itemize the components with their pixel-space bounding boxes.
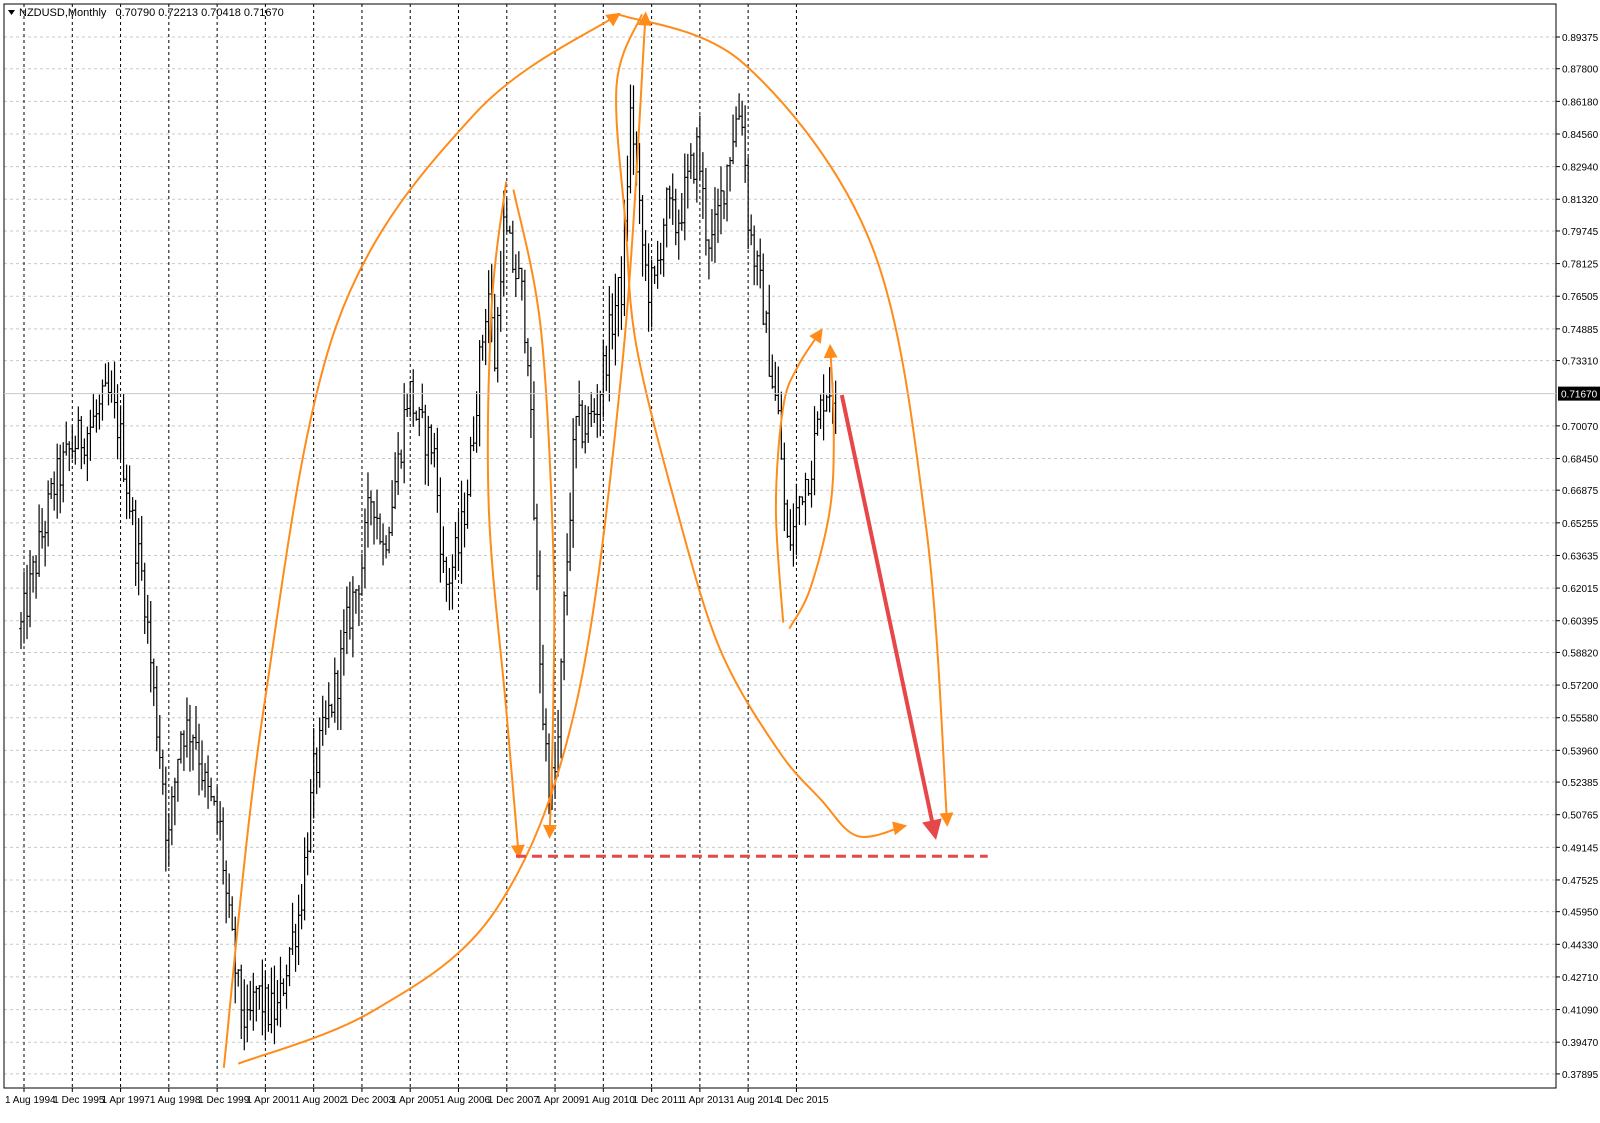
x-tick-label: 1 Dec 1995: [53, 1095, 105, 1106]
x-tick-label: 1 Aug 2014: [729, 1095, 780, 1106]
x-tick-label: 1 Dec 2007: [488, 1095, 540, 1106]
annotation-base-curve-to-2011-peak: [237, 11, 652, 1065]
target-arrow: [839, 394, 942, 841]
annotation-recent-loop-high: [788, 343, 838, 630]
x-tick-label: 1 Aug 1998: [150, 1095, 201, 1106]
x-tick-label: 1 Dec 2015: [777, 1095, 829, 1106]
y-tick-label: 0.60395: [1562, 617, 1599, 628]
annotations: [222, 11, 988, 1068]
x-tick-label: 1 Aug 2010: [584, 1095, 635, 1106]
y-tick-label: 0.76505: [1562, 292, 1599, 303]
y-tick-label: 0.65255: [1562, 519, 1599, 530]
y-tick-label: 0.55580: [1562, 714, 1599, 725]
y-tick-label: 0.87800: [1562, 65, 1599, 76]
chart-header: NZDUSD,Monthly 0.70790 0.72213 0.70418 0…: [8, 7, 284, 19]
dropdown-triangle-icon[interactable]: [8, 10, 15, 15]
y-tick-label: 0.37895: [1562, 1070, 1599, 1081]
y-tick-label: 0.45950: [1562, 908, 1599, 919]
y-tick-label: 0.73310: [1562, 357, 1599, 368]
y-tick-label: 0.49145: [1562, 843, 1599, 854]
y-tick-label: 0.66875: [1562, 486, 1599, 497]
x-tick-label: 1 Apr 2005: [391, 1095, 440, 1106]
ohlc-values: 0.70790 0.72213 0.70418 0.71670: [115, 7, 283, 19]
y-tick-label: 0.63635: [1562, 551, 1599, 562]
price-tag-label: 0.71670: [1561, 390, 1598, 401]
x-tick-label: 1 Apr 2013: [681, 1095, 730, 1106]
y-tick-label: 0.42710: [1562, 973, 1599, 984]
y-tick-label: 0.82940: [1562, 163, 1599, 174]
plot-frame: [3, 3, 1557, 1089]
y-tick-label: 0.57200: [1562, 681, 1599, 692]
y-tick-label: 0.50765: [1562, 811, 1599, 822]
x-tick-label: 1 Apr 1997: [102, 1095, 151, 1106]
annotation-big-arc-right-down: [618, 13, 954, 827]
y-tick-label: 0.41090: [1562, 1006, 1599, 1017]
y-tick-label: 0.78125: [1562, 260, 1599, 271]
y-tick-label: 0.79745: [1562, 227, 1599, 238]
y-tick-label: 0.53960: [1562, 746, 1599, 757]
y-tick-label: 0.74885: [1562, 325, 1599, 336]
x-tick-label: 1 Aug 2002: [295, 1095, 346, 1106]
current-price-tag: 0.71670: [4, 386, 1600, 401]
y-tick-label: 0.81320: [1562, 195, 1599, 206]
y-tick-label: 0.62015: [1562, 584, 1599, 595]
y-tick-label: 0.58820: [1562, 648, 1599, 659]
axes: 0.89375 0.87800 0.86180 0.84560 0.82940 0.813…: [5, 33, 1599, 1106]
y-tick-label: 0.52385: [1562, 778, 1599, 789]
annotation-recent-loop-low: [774, 328, 823, 623]
svg-text:NZDUSD,Monthly 0.70790: NZDUSD,Monthly 0.70790 0.72213 0.70418 0…: [19, 7, 284, 19]
annotation-big-arc-left-rise: [222, 12, 621, 1068]
y-tick-label: 0.44330: [1562, 940, 1599, 951]
price-tag-box: [1558, 386, 1600, 401]
y-tick-label: 0.68450: [1562, 454, 1599, 465]
y-tick-label: 0.70070: [1562, 422, 1599, 433]
x-tick-label: 1 Dec 1999: [198, 1095, 250, 1106]
annotation-crisis-loop-left: [486, 181, 525, 860]
annotation-crisis-loop-right: [512, 189, 557, 839]
y-tick-label: 0.47525: [1562, 876, 1599, 887]
x-tick-label: 1 Apr 2001: [246, 1095, 295, 1106]
x-tick-label: 1 Apr 2009: [536, 1095, 585, 1106]
x-tick-label: 1 Dec 2003: [343, 1095, 395, 1106]
ohlc-bars: [18, 84, 838, 1051]
symbol-label: NZDUSD,Monthly: [19, 7, 107, 19]
x-tick-label: 1 Aug 1994: [5, 1095, 56, 1106]
y-tick-label: 0.84560: [1562, 130, 1599, 141]
y-tick-label: 0.39470: [1562, 1038, 1599, 1049]
y-tick-label: 0.86180: [1562, 97, 1599, 108]
x-tick-label: 1 Dec 2011: [633, 1095, 684, 1106]
y-tick-label: 0.89375: [1562, 33, 1599, 44]
x-tick-label: 1 Aug 2006: [439, 1095, 490, 1106]
annotation-spike-curve-2011: [615, 13, 908, 838]
